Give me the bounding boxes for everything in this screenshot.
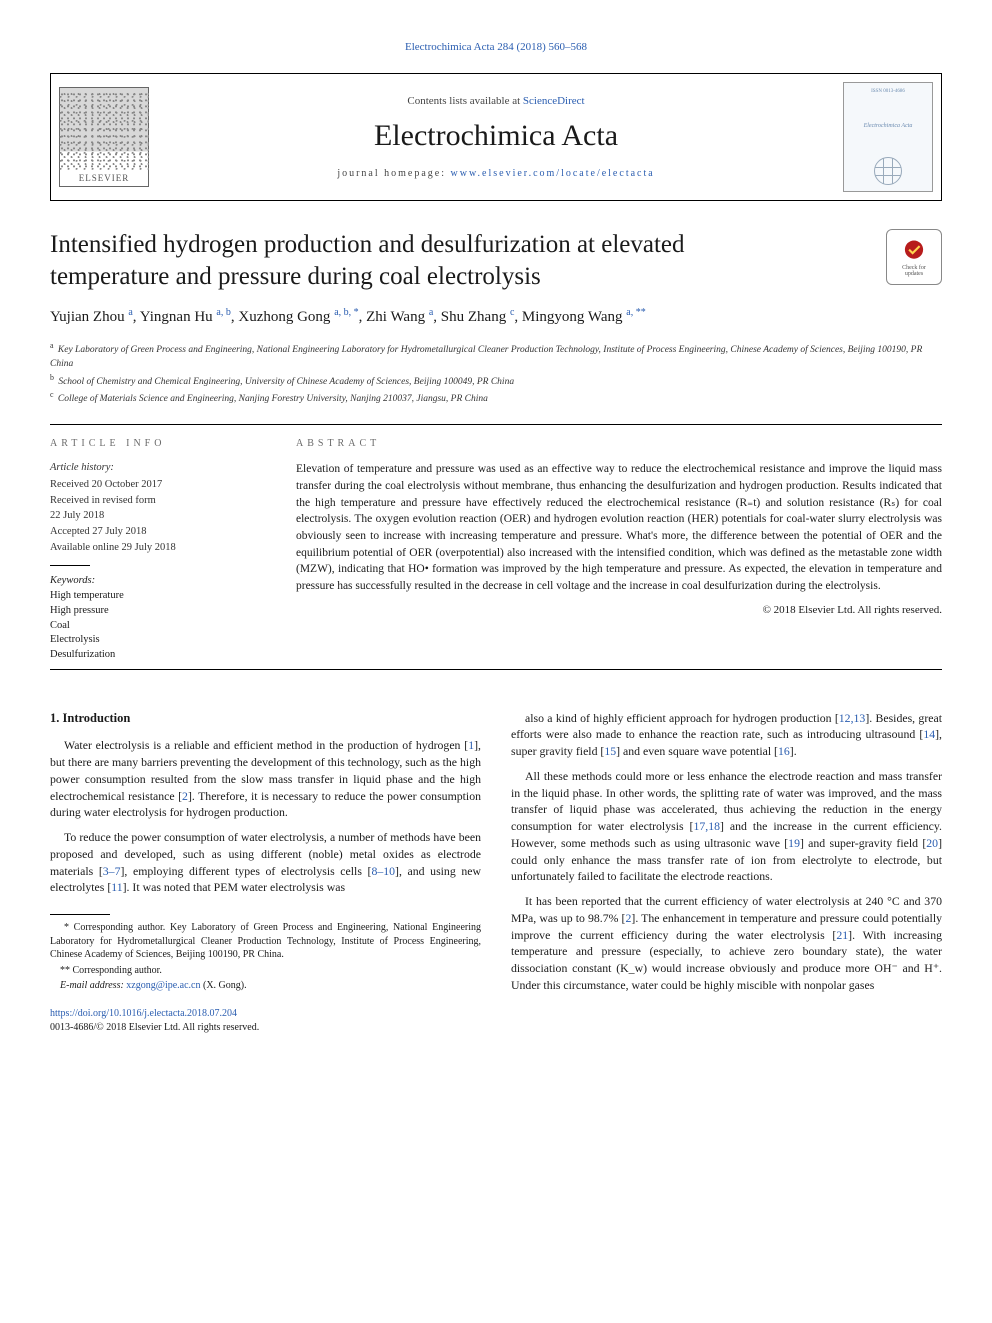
publisher-name: ELSEVIER: [79, 170, 130, 187]
homepage-link[interactable]: www.elsevier.com/locate/electacta: [451, 168, 655, 179]
abstract-text: Elevation of temperature and pressure wa…: [296, 461, 942, 594]
history-line: Received in revised form: [50, 494, 260, 509]
history-line: Available online 29 July 2018: [50, 541, 260, 556]
body-paragraph: To reduce the power consumption of water…: [50, 829, 481, 896]
keyword: Coal: [50, 619, 260, 634]
right-column: also a kind of highly efficient approach…: [511, 710, 942, 1035]
article-info-heading: ARTICLE INFO: [50, 437, 260, 451]
title-block: Intensified hydrogen production and desu…: [50, 229, 942, 292]
cover-title: Electrochimica Acta: [864, 122, 913, 130]
footnotes: * Corresponding author. Key Laboratory o…: [50, 921, 481, 993]
elsevier-tree-icon: [59, 92, 149, 170]
author: Mingyong Wang a, **: [522, 309, 646, 325]
left-column: 1. Introduction Water electrolysis is a …: [50, 710, 481, 1035]
body-paragraph: All these methods could more or less enh…: [511, 768, 942, 885]
top-citation: Electrochimica Acta 284 (2018) 560–568: [50, 40, 942, 55]
footnote: * Corresponding author. Key Laboratory o…: [50, 921, 481, 962]
author: Xuzhong Gong a, b, *: [238, 309, 358, 325]
publisher-logo: ELSEVIER: [59, 87, 149, 187]
issn-line: 0013-4686/© 2018 Elsevier Ltd. All right…: [50, 1022, 259, 1033]
cover-issn: ISSN 0013-4686: [871, 89, 905, 95]
keyword: High temperature: [50, 589, 260, 604]
journal-banner: ELSEVIER Contents lists available at Sci…: [50, 73, 942, 201]
journal-title: Electrochimica Acta: [149, 115, 843, 157]
author: Yingnan Hu a, b: [140, 309, 231, 325]
body-paragraph: It has been reported that the current ef…: [511, 893, 942, 994]
banner-center: Contents lists available at ScienceDirec…: [149, 94, 843, 181]
short-divider: [50, 565, 90, 566]
article-history: Article history: Received 20 October 201…: [50, 461, 260, 555]
keywords-heading: Keywords:: [50, 574, 260, 589]
info-abstract-row: ARTICLE INFO Article history: Received 2…: [50, 437, 942, 662]
author: Yujian Zhou a: [50, 309, 133, 325]
history-heading: Article history:: [50, 461, 260, 476]
divider: [50, 669, 942, 670]
article-info-column: ARTICLE INFO Article history: Received 2…: [50, 437, 260, 662]
journal-cover-thumb: ISSN 0013-4686 Electrochimica Acta: [843, 82, 933, 192]
intro-heading: 1. Introduction: [50, 710, 481, 728]
contents-list-label: Contents lists available at: [407, 95, 522, 107]
top-citation-link[interactable]: Electrochimica Acta 284 (2018) 560–568: [405, 41, 587, 53]
history-line: Received 20 October 2017: [50, 478, 260, 493]
email-label: E-mail address:: [60, 980, 126, 991]
homepage-label: journal homepage:: [337, 168, 450, 179]
author: Shu Zhang c: [441, 309, 515, 325]
body-two-columns: 1. Introduction Water electrolysis is a …: [50, 710, 942, 1035]
article-title: Intensified hydrogen production and desu…: [50, 229, 810, 292]
email-suffix: (X. Gong).: [200, 980, 246, 991]
sciencedirect-link[interactable]: ScienceDirect: [523, 95, 585, 107]
check-for-updates-badge[interactable]: Check forupdates: [886, 229, 942, 285]
abstract-heading: ABSTRACT: [296, 437, 942, 451]
keyword: High pressure: [50, 604, 260, 619]
doi-block: https://doi.org/10.1016/j.electacta.2018…: [50, 1007, 481, 1035]
body-paragraph: also a kind of highly efficient approach…: [511, 710, 942, 760]
email-link[interactable]: xzgong@ipe.ac.cn: [126, 980, 200, 991]
footnote: ** Corresponding author.: [50, 964, 481, 978]
history-line: Accepted 27 July 2018: [50, 525, 260, 540]
keyword: Electrolysis: [50, 633, 260, 648]
check-badge-text: Check forupdates: [902, 265, 926, 277]
crossmark-icon: [900, 237, 928, 265]
globe-icon: [874, 157, 902, 185]
affiliations: a Key Laboratory of Green Process and En…: [50, 340, 942, 406]
divider: [50, 424, 942, 425]
body-paragraph: Water electrolysis is a reliable and eff…: [50, 737, 481, 821]
abstract-column: ABSTRACT Elevation of temperature and pr…: [296, 437, 942, 662]
affiliation: a Key Laboratory of Green Process and En…: [50, 340, 942, 372]
footnote-rule: [50, 914, 110, 915]
footnote-email: E-mail address: xzgong@ipe.ac.cn (X. Gon…: [50, 979, 481, 993]
abstract-copyright: © 2018 Elsevier Ltd. All rights reserved…: [296, 603, 942, 618]
doi-link[interactable]: https://doi.org/10.1016/j.electacta.2018…: [50, 1008, 237, 1019]
homepage-line: journal homepage: www.elsevier.com/locat…: [149, 167, 843, 181]
affiliation: c College of Materials Science and Engin…: [50, 389, 942, 406]
history-line: 22 July 2018: [50, 509, 260, 524]
author-list: Yujian Zhou a, Yingnan Hu a, b, Xuzhong …: [50, 306, 942, 328]
affiliation: b School of Chemistry and Chemical Engin…: [50, 372, 942, 389]
author: Zhi Wang a: [366, 309, 433, 325]
keyword: Desulfurization: [50, 648, 260, 663]
contents-list-line: Contents lists available at ScienceDirec…: [149, 94, 843, 109]
